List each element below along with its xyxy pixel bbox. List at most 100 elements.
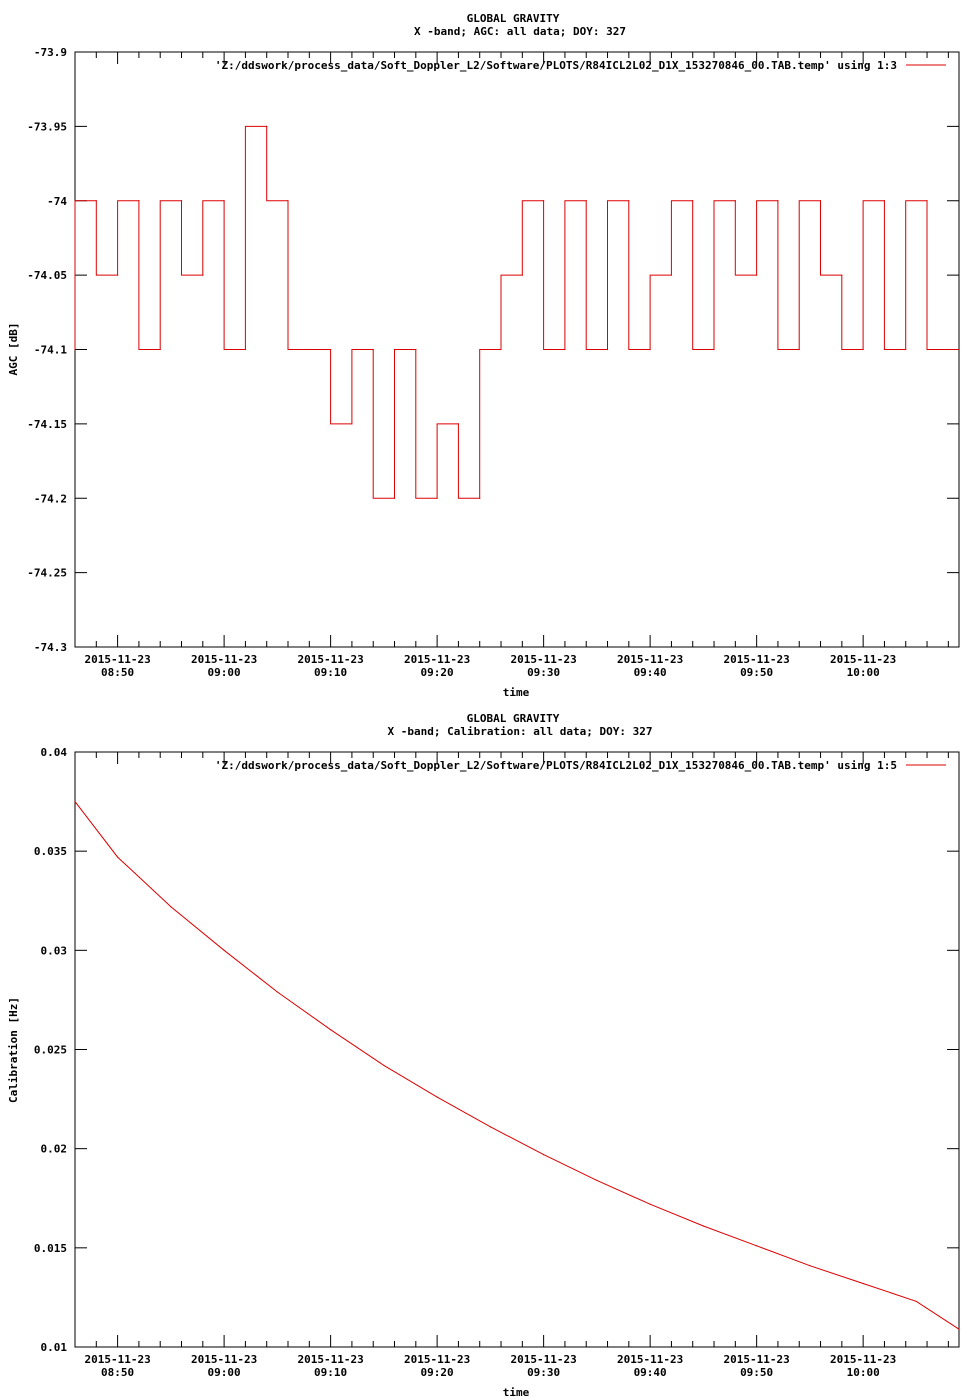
agc-y-tick-label: -73.9 bbox=[34, 46, 67, 59]
calibration-plot-frame bbox=[74, 751, 960, 1348]
calibration-data-point bbox=[596, 1179, 598, 1181]
agc-x-tick-date: 2015-11-23 bbox=[191, 653, 257, 666]
calibration-chart-subtitle: X -band; Calibration: all data; DOY: 327 bbox=[388, 725, 653, 738]
agc-x-tick-time: 09:30 bbox=[527, 666, 560, 679]
agc-data-point bbox=[734, 200, 736, 202]
agc-data-point bbox=[926, 200, 928, 202]
calibration-y-tick-label: 0.025 bbox=[34, 1044, 67, 1057]
calibration-x-tick-time: 10:00 bbox=[847, 1366, 880, 1379]
agc-data-point bbox=[436, 497, 438, 499]
agc-data-point bbox=[74, 348, 76, 351]
calibration-chart: GLOBAL GRAVITY X -band; Calibration: all… bbox=[7, 712, 960, 1399]
agc-data-point bbox=[202, 274, 204, 276]
calibration-y-tick-label: 0.035 bbox=[34, 845, 67, 858]
agc-data-point bbox=[777, 200, 779, 202]
calibration-data-point bbox=[809, 1265, 811, 1267]
agc-data-point bbox=[500, 348, 502, 351]
calibration-series-line bbox=[74, 801, 960, 1330]
agc-x-tick-date: 2015-11-23 bbox=[84, 653, 150, 666]
calibration-data-point bbox=[436, 1096, 438, 1098]
agc-x-tick-date: 2015-11-23 bbox=[617, 653, 683, 666]
calibration-x-tick-time: 08:50 bbox=[101, 1366, 134, 1379]
calibration-x-tick-time: 09:50 bbox=[740, 1366, 773, 1379]
agc-data-point bbox=[798, 348, 800, 351]
calibration-data-point bbox=[915, 1300, 917, 1302]
agc-data-point bbox=[372, 348, 374, 351]
calibration-x-tick-date: 2015-11-23 bbox=[511, 1353, 577, 1366]
calibration-x-tick-date: 2015-11-23 bbox=[404, 1353, 470, 1366]
calibration-legend-label: 'Z:/ddswork/process_data/Soft_Doppler_L2… bbox=[215, 759, 897, 772]
agc-data-point bbox=[905, 348, 907, 351]
calibration-data-point bbox=[543, 1154, 545, 1156]
calibration-data-point bbox=[649, 1203, 651, 1205]
agc-data-point bbox=[457, 423, 460, 425]
agc-data-point bbox=[692, 200, 694, 202]
agc-data-point bbox=[308, 348, 310, 351]
agc-data-point bbox=[287, 200, 289, 202]
calibration-data-point bbox=[276, 991, 278, 993]
agc-data-point bbox=[841, 274, 843, 276]
calibration-x-tick-time: 09:10 bbox=[314, 1366, 347, 1379]
agc-data-point bbox=[117, 274, 119, 276]
calibration-data-point bbox=[862, 1282, 864, 1285]
agc-series-line bbox=[74, 125, 959, 499]
agc-y-tick-label: -74.05 bbox=[27, 269, 67, 282]
calibration-x-tick-date: 2015-11-23 bbox=[830, 1353, 896, 1366]
calibration-y-tick-label: 0.01 bbox=[41, 1341, 68, 1354]
calibration-x-tick-date: 2015-11-23 bbox=[724, 1353, 790, 1366]
agc-x-tick-time: 09:40 bbox=[634, 666, 667, 679]
calibration-data-point bbox=[330, 1029, 332, 1031]
agc-x-tick-time: 09:50 bbox=[740, 666, 773, 679]
calibration-x-tick-time: 09:40 bbox=[634, 1366, 667, 1379]
agc-data-point bbox=[649, 348, 651, 351]
agc-data-point bbox=[756, 274, 758, 276]
agc-data-point bbox=[883, 200, 886, 202]
agc-data-point bbox=[138, 200, 140, 202]
agc-legend-label: 'Z:/ddswork/process_data/Soft_Doppler_L2… bbox=[215, 59, 897, 72]
calibration-data-point bbox=[170, 906, 172, 908]
agc-data-point bbox=[330, 348, 332, 351]
agc-chart-subtitle: X -band; AGC: all data; DOY: 327 bbox=[414, 25, 626, 38]
calibration-x-axis-label: time bbox=[503, 1386, 530, 1399]
agc-data-point bbox=[244, 348, 247, 351]
agc-plot-frame bbox=[74, 51, 960, 648]
agc-chart: GLOBAL GRAVITY X -band; AGC: all data; D… bbox=[7, 12, 960, 699]
agc-data-point bbox=[670, 274, 673, 276]
calibration-y-tick-label: 0.03 bbox=[41, 944, 68, 957]
calibration-data-point bbox=[117, 856, 119, 858]
agc-x-tick-date: 2015-11-23 bbox=[830, 653, 896, 666]
calibration-x-tick-date: 2015-11-23 bbox=[191, 1353, 257, 1366]
calibration-data-point bbox=[489, 1126, 491, 1128]
agc-data-point bbox=[543, 200, 545, 202]
agc-y-tick-label: -74.1 bbox=[34, 344, 67, 357]
calibration-chart-title: GLOBAL GRAVITY bbox=[467, 712, 560, 725]
calibration-x-tick-time: 09:20 bbox=[421, 1366, 454, 1379]
calibration-data-point bbox=[702, 1225, 704, 1227]
calibration-x-tick-date: 2015-11-23 bbox=[84, 1353, 150, 1366]
agc-data-point bbox=[606, 348, 609, 351]
agc-x-tick-time: 09:20 bbox=[421, 666, 454, 679]
agc-data-point bbox=[393, 497, 396, 499]
agc-data-point bbox=[564, 348, 566, 351]
agc-data-point bbox=[628, 200, 630, 202]
agc-data-point bbox=[479, 497, 481, 499]
calibration-x-tick-date: 2015-11-23 bbox=[617, 1353, 683, 1366]
agc-data-point bbox=[180, 200, 183, 202]
agc-data-point bbox=[95, 200, 97, 202]
agc-x-tick-date: 2015-11-23 bbox=[297, 653, 363, 666]
agc-y-axis-label: AGC [dB] bbox=[7, 323, 20, 376]
calibration-y-tick-label: 0.015 bbox=[34, 1242, 67, 1255]
agc-x-tick-date: 2015-11-23 bbox=[404, 653, 470, 666]
calibration-x-tick-time: 09:00 bbox=[208, 1366, 241, 1379]
agc-data-point bbox=[862, 348, 864, 351]
agc-data-point bbox=[521, 274, 523, 276]
agc-data-point bbox=[266, 125, 268, 127]
agc-x-axis-label: time bbox=[503, 686, 530, 699]
agc-y-tick-label: -74.25 bbox=[27, 567, 67, 580]
agc-y-tick-label: -74 bbox=[47, 195, 67, 208]
agc-y-tick-label: -74.2 bbox=[34, 492, 67, 505]
calibration-data-point bbox=[383, 1064, 385, 1066]
calibration-x-tick-date: 2015-11-23 bbox=[297, 1353, 363, 1366]
calibration-y-tick-label: 0.04 bbox=[41, 746, 68, 759]
